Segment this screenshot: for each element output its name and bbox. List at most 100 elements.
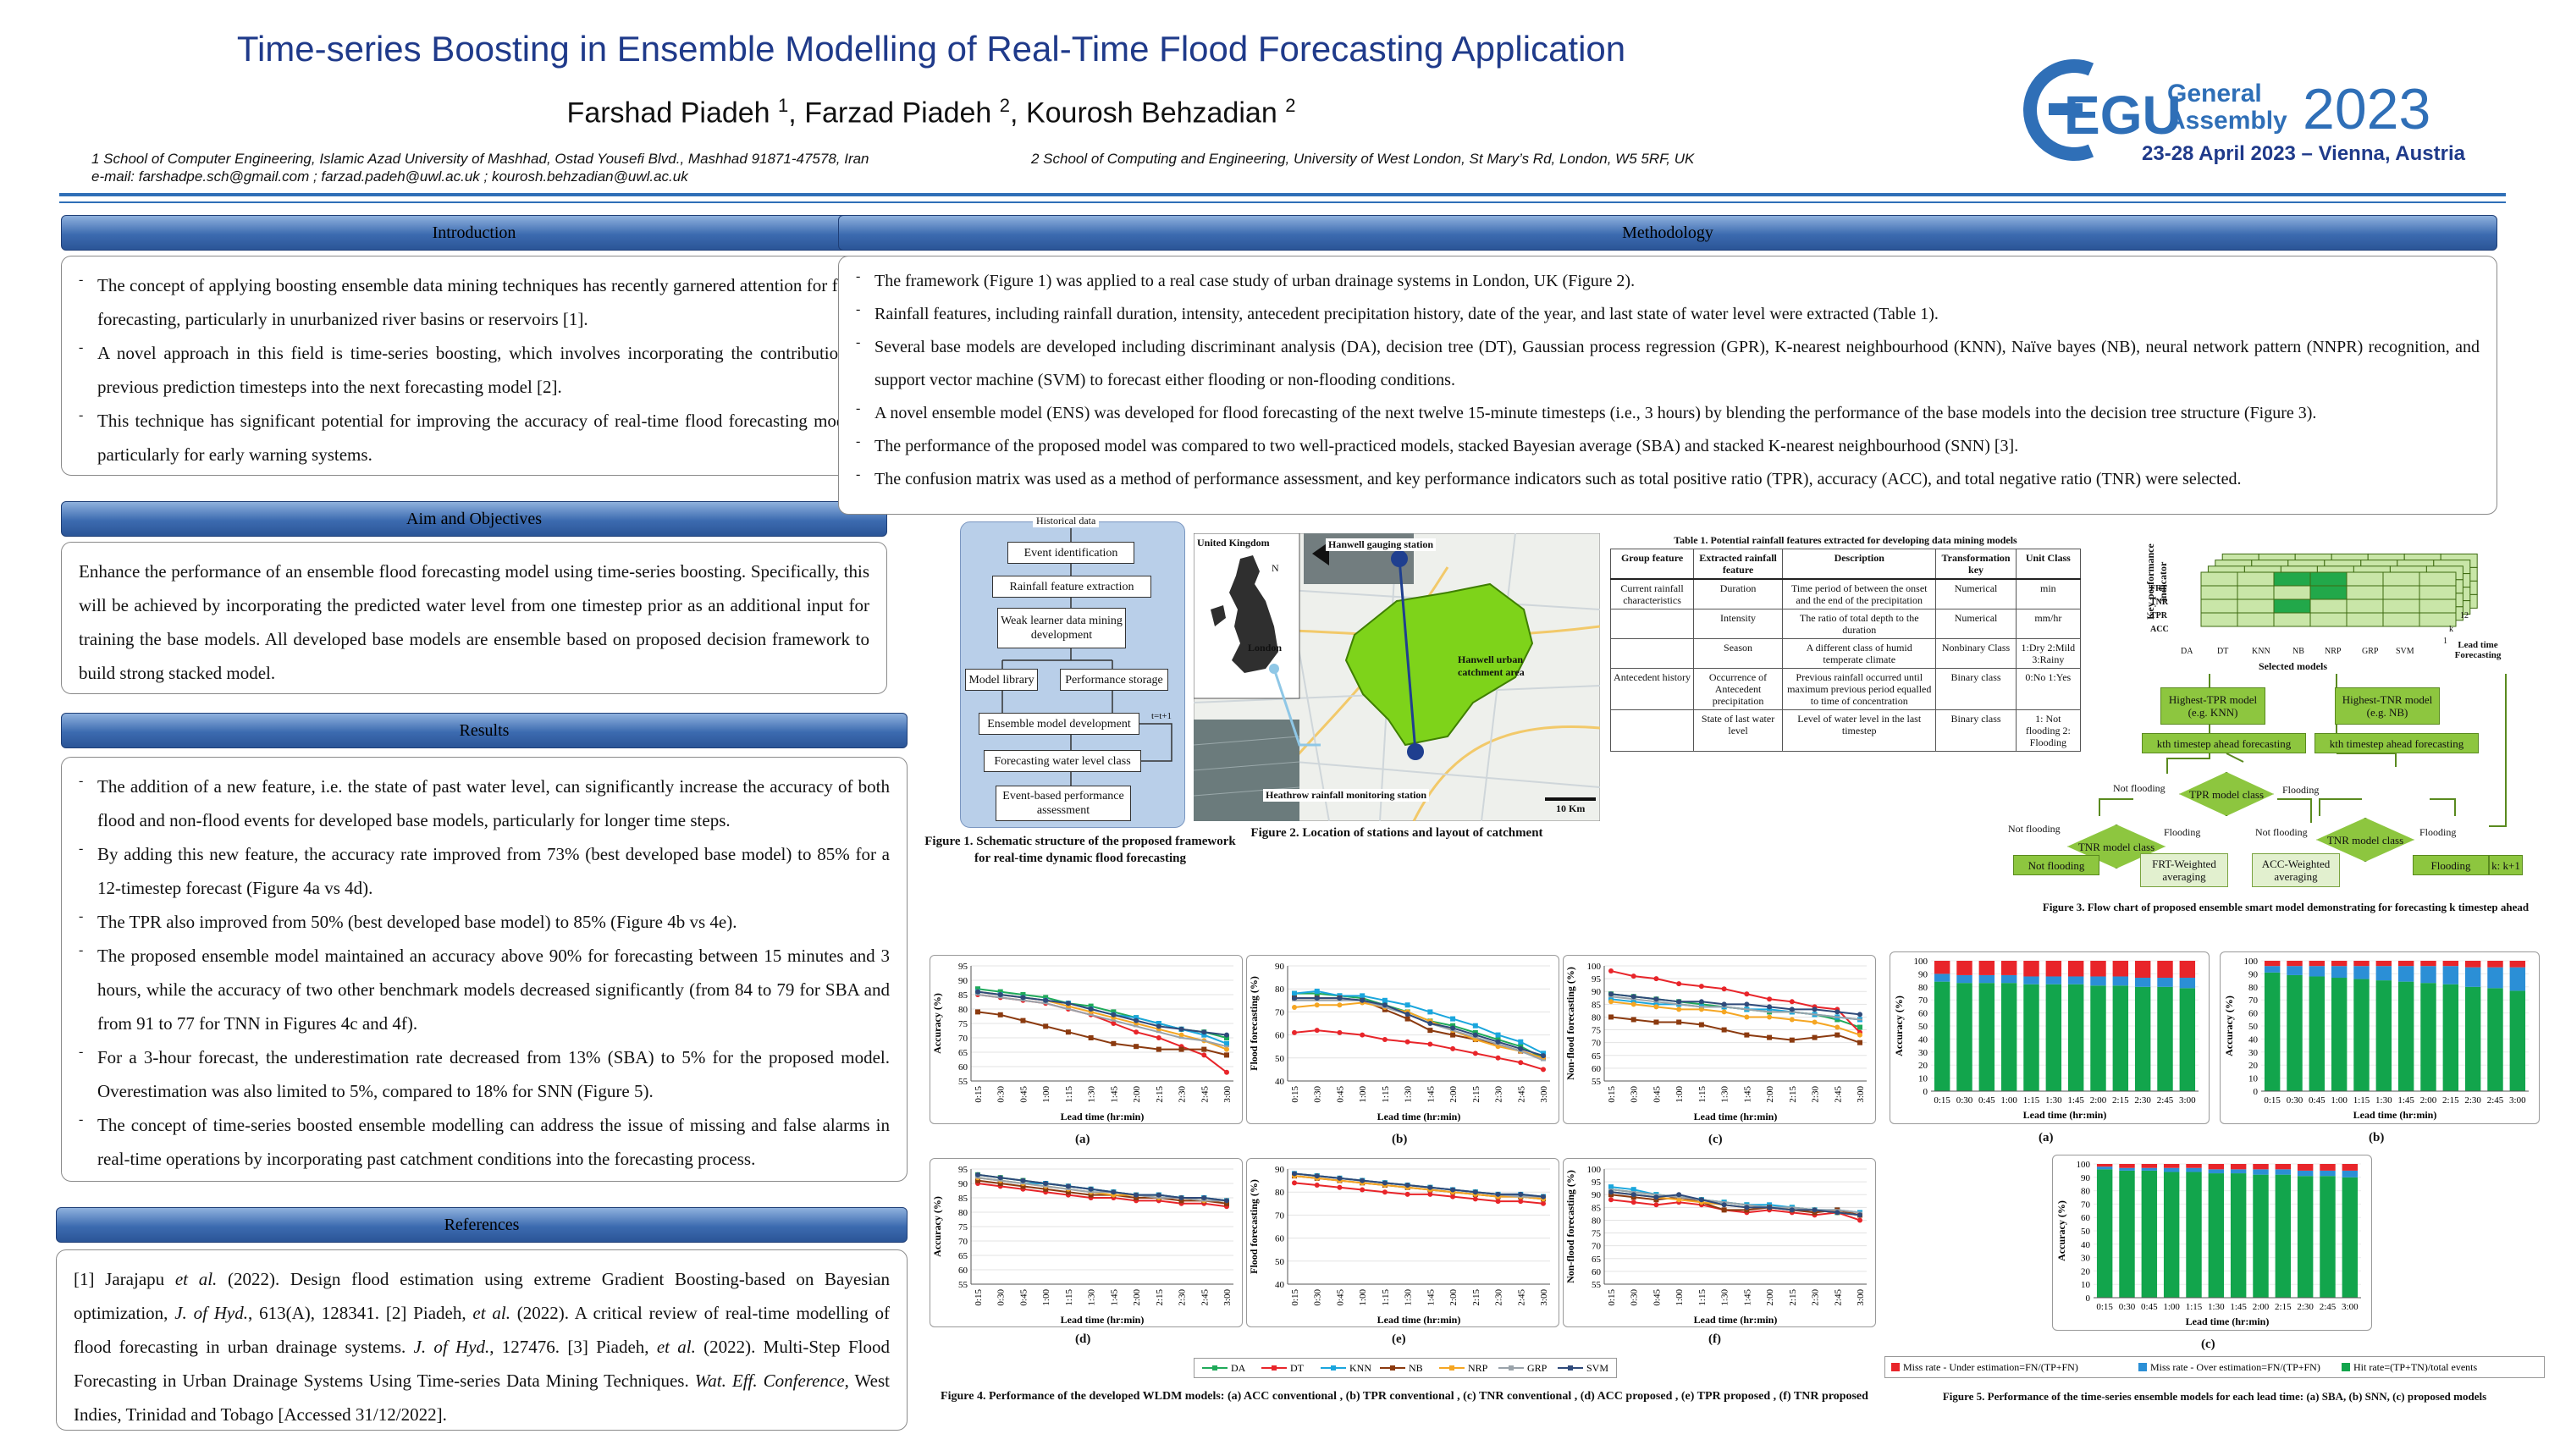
fig2-caption: Figure 2. Location of stations and layou… [1250,826,1543,840]
x-tick-label: 2:45 [2320,1302,2337,1312]
data-point [1178,1046,1184,1052]
bar-segment [2353,979,2370,1091]
series-line-svm [1294,1172,1544,1198]
results-box: The addition of a new feature, i.e. the … [61,757,908,1182]
data-point [1337,1175,1343,1181]
series-line-nb [977,1179,1228,1205]
bar-segment [2179,978,2196,989]
data-point [1020,1177,1026,1183]
x-tick-label: 2:30 [2464,1095,2481,1106]
x-tick-label: 2:45 [1516,1086,1526,1103]
x-tick-label: 0:15 [1290,1289,1300,1306]
data-point [1653,1001,1659,1007]
data-point [1721,1001,1727,1007]
y-tick-label: 80 [2248,983,2259,993]
bar-segment [2112,961,2129,977]
legend-marker [1509,1365,1514,1371]
data-point [1472,1196,1478,1202]
data-point [1744,991,1750,997]
data-point [1857,1040,1862,1045]
data-point [975,1172,980,1177]
legend-label: DA [1231,1362,1246,1374]
ref-text: , 613(A), 128341. [2] Piadeh, [248,1303,473,1323]
data-point [1111,1012,1117,1018]
x-tick-label: 0:45 [1335,1289,1345,1306]
data-point [1404,1012,1410,1018]
bar-segment [1956,961,1972,975]
data-point [1201,1032,1207,1038]
data-point [1721,1207,1727,1213]
x-tick-label: 1:00 [2163,1302,2180,1312]
fig1-loop: t=t+1 [1151,711,1172,721]
bar-segment [2119,1164,2135,1168]
table-cell: Numerical [1935,578,2017,609]
x-tick-label: 1:45 [1109,1086,1119,1103]
fig1-box-5: Performance storage [1060,669,1168,691]
kpi-cell [2419,612,2457,627]
results-bullet-3: The TPR also improved from 50% (best dev… [79,900,890,939]
bar-segment [2353,966,2370,979]
data-point [1450,1032,1456,1038]
fig3-model: SVM [2396,647,2414,656]
x-tick-label: 2:30 [1494,1086,1504,1103]
y-tick-label: 10 [1918,1074,1928,1084]
legend-marker [1568,1365,1573,1371]
fig1-box-6: Ensemble model development [979,713,1139,735]
y-tick-label: 80 [1592,1012,1602,1023]
header-rule-thin [59,201,2506,203]
table-row: Antecedent history Occurrence of Antecede… [1609,668,2082,710]
data-point [1134,1018,1139,1023]
bar-segment [2353,961,2370,967]
author-1: Farshad Piadeh [566,97,770,130]
x-tick-label: 2:00 [2090,1095,2107,1106]
bar-segment [2157,986,2173,1091]
legend-label: DT [1290,1362,1305,1374]
author-3: Kourosh Behzadian [1025,97,1277,130]
fig3-model: DA [2181,647,2193,656]
x-tick-label: 2:15 [1471,1289,1481,1306]
data-point [1156,1035,1161,1040]
y-tick-label: 90 [1275,962,1285,972]
x-tick-label: 3:00 [1856,1086,1866,1103]
y-tick-label: 70 [1592,1039,1602,1049]
x-tick-label: 1:15 [2023,1095,2040,1106]
data-point [1767,1004,1773,1010]
data-point [1314,1173,1320,1179]
y-tick-label: 100 [1587,962,1602,972]
y-tick-label: 70 [1275,1211,1285,1221]
data-point [1088,1186,1094,1192]
data-point [1676,1192,1682,1198]
data-point [1065,1029,1071,1035]
table1-caption: Table 1. Potential rainfall features ext… [1674,534,2017,546]
bar-segment [2253,1169,2269,1175]
data-point [1156,1046,1161,1052]
method-bullet-5: The performance of the proposed model wa… [856,425,2480,463]
egu-text: EGU [2064,85,2182,146]
data-point [1065,1183,1071,1189]
data-point [1767,1205,1773,1211]
x-tick-label: 2:00 [1132,1289,1142,1306]
kpi-cell [2200,585,2238,600]
fig1-box-7: Forecasting water level class [984,750,1141,772]
x-tick-label: 2:00 [1448,1289,1459,1306]
data-point [1224,1198,1229,1204]
data-point [1043,997,1049,1003]
conference-dates: 23-28 April 2023 – Vienna, Austria [2142,142,2465,165]
method-bullet-3: Several base models are developed includ… [856,326,2480,397]
data-point [1630,999,1636,1005]
data-point [1676,1007,1682,1012]
fig5-chart-c: 0 10 20 30 40 50 60 70 80 90 100 0:15 0:30 0:45 1:00 1:… [2052,1155,2372,1331]
legend-marker [1390,1365,1395,1371]
bar-segment [2397,961,2414,967]
y-tick-label: 100 [1587,1165,1602,1175]
data-point [1337,995,1343,1001]
data-point [1630,1192,1636,1198]
x-tick-label: 1:45 [2067,1095,2084,1106]
legend-label: NB [1409,1362,1423,1374]
table-cell: Level of water level in the last timeste… [1781,709,1937,752]
method-bullet-4: A novel ensemble model (ENS) was develop… [856,392,2480,430]
series-line-knn [1294,990,1544,1055]
x-tick-label: 0:30 [1313,1289,1323,1306]
data-point [1472,1023,1478,1029]
data-point [1630,1001,1636,1007]
